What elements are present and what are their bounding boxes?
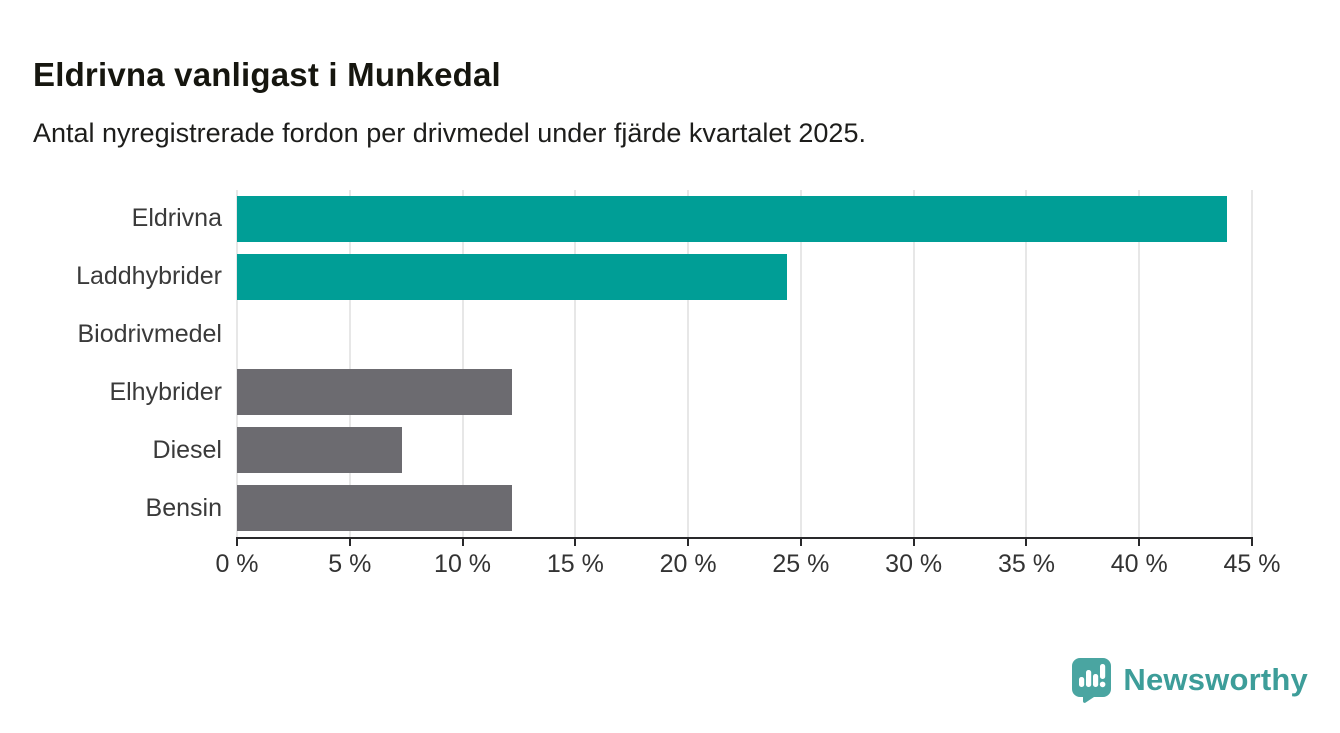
bar-row bbox=[237, 479, 1252, 537]
page-title: Eldrivna vanligast i Munkedal bbox=[33, 56, 501, 94]
bar-diesel bbox=[237, 427, 402, 474]
x-axis-tick bbox=[912, 537, 915, 546]
bar-elhybrider bbox=[237, 369, 513, 416]
brand-footer: Newsworthy bbox=[1071, 657, 1308, 703]
gridline bbox=[799, 190, 802, 537]
gridline bbox=[912, 190, 915, 537]
x-axis-tick bbox=[461, 537, 464, 546]
x-axis-tick bbox=[348, 537, 351, 546]
x-axis-tick bbox=[1025, 537, 1028, 546]
gridline bbox=[348, 190, 351, 537]
gridline bbox=[1251, 190, 1253, 537]
x-axis-tick-label: 45 % bbox=[1223, 550, 1281, 578]
x-axis-tick bbox=[574, 537, 577, 546]
x-axis-tick-label: 30 % bbox=[885, 550, 943, 578]
newsworthy-logo-icon bbox=[1071, 657, 1112, 703]
x-axis-tick-label: 40 % bbox=[1110, 550, 1168, 578]
x-axis-tick-label: 10 % bbox=[434, 550, 492, 578]
category-label: Biodrivmedel bbox=[77, 320, 222, 349]
bar-bensin bbox=[237, 485, 513, 532]
x-axis-tick bbox=[1138, 537, 1141, 546]
bar-row bbox=[237, 363, 1252, 421]
brand-name: Newsworthy bbox=[1123, 662, 1308, 697]
bar-row bbox=[237, 248, 1252, 306]
gridline bbox=[236, 190, 238, 537]
bar-eldrivna bbox=[237, 195, 1228, 242]
bar-row bbox=[237, 190, 1252, 248]
category-label: Bensin bbox=[145, 493, 222, 522]
x-axis-tick-label: 25 % bbox=[772, 550, 830, 578]
x-axis-tick bbox=[1251, 537, 1253, 546]
bar-row bbox=[237, 306, 1252, 364]
x-axis-tick-label: 20 % bbox=[659, 550, 717, 578]
bar-row bbox=[237, 421, 1252, 479]
category-label: Elhybrider bbox=[109, 377, 222, 406]
gridline bbox=[1138, 190, 1141, 537]
x-axis-tick bbox=[236, 537, 238, 546]
x-axis-tick-label: 0 % bbox=[215, 550, 259, 578]
x-axis-tick-label: 35 % bbox=[997, 550, 1055, 578]
gridline bbox=[461, 190, 464, 537]
x-axis-tick-label: 15 % bbox=[546, 550, 604, 578]
bar-laddhybrider bbox=[237, 253, 788, 300]
gridline bbox=[687, 190, 690, 537]
gridline bbox=[1025, 190, 1028, 537]
category-label: Laddhybrider bbox=[76, 262, 222, 291]
category-label: Diesel bbox=[152, 435, 222, 464]
x-axis-tick bbox=[799, 537, 802, 546]
x-axis-tick-label: 5 % bbox=[328, 550, 372, 578]
x-axis-tick bbox=[687, 537, 690, 546]
x-axis-line bbox=[237, 537, 1252, 539]
gridline bbox=[574, 190, 577, 537]
y-axis-labels: Eldrivna Laddhybrider Biodrivmedel Elhybrid… bbox=[0, 190, 222, 537]
category-label: Eldrivna bbox=[131, 204, 222, 233]
plot-area: 0 % 5 % 10 % 15 % 20 % 25 % 30 % 35 % 40 % 45 % bbox=[215, 190, 1280, 578]
chart-subtitle: Antal nyregistrerade fordon per drivmede… bbox=[33, 118, 866, 148]
bar-rows bbox=[237, 190, 1252, 537]
